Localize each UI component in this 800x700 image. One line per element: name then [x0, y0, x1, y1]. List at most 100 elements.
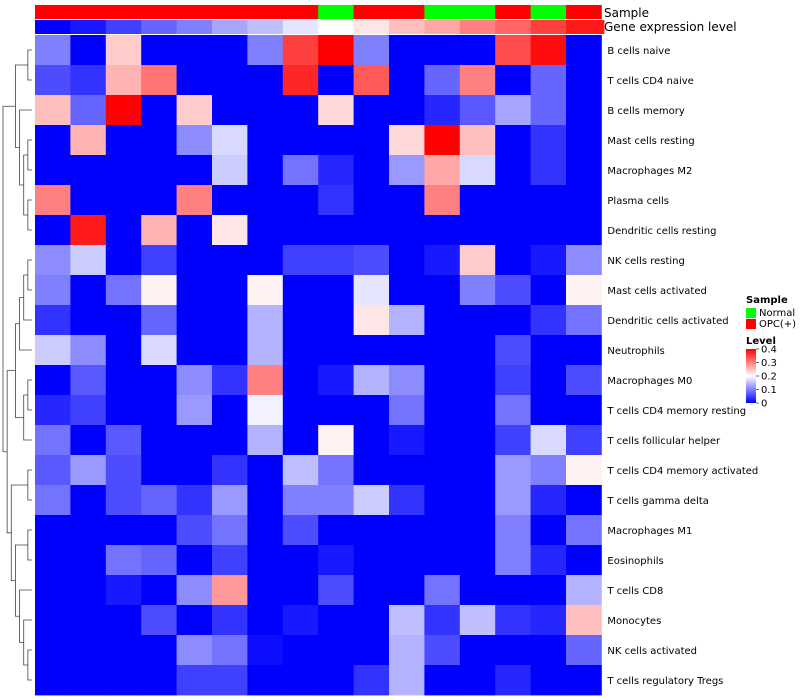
- row-label-t-cells-gamma-delta: T cells gamma delta: [606, 496, 708, 507]
- heatmap-cell: [105, 455, 142, 486]
- dendrogram-branch: [19, 589, 32, 643]
- heatmap-cell: [495, 35, 531, 66]
- heatmap-cell: [389, 665, 425, 696]
- heatmap-cell: [495, 635, 531, 666]
- heatmap-cell: [105, 395, 142, 426]
- legend-label-normal: Normal: [759, 308, 795, 319]
- heatmap-cell: [247, 485, 284, 516]
- legend-swatch-opc: [746, 319, 756, 329]
- heatmap-cell: [247, 215, 284, 246]
- heatmap-cell: [176, 275, 213, 306]
- heatmap-cell: [70, 425, 107, 456]
- heatmap-cell: [530, 245, 567, 276]
- level-color-bar: [746, 349, 756, 403]
- heatmap-cell: [212, 215, 248, 246]
- heatmap-cell: [212, 635, 248, 666]
- heatmap-cell: [176, 215, 213, 246]
- heatmap-cell: [530, 275, 567, 306]
- heatmap-cell: [459, 185, 496, 216]
- heatmap-cell: [70, 185, 107, 216]
- dendrogram-branch: [27, 49, 32, 81]
- heatmap-cell: [176, 305, 213, 336]
- heatmap-cell: [566, 155, 602, 186]
- heatmap-cell: [389, 95, 425, 126]
- sample-annotation-cell: [247, 5, 284, 19]
- heatmap-cell: [530, 35, 567, 66]
- heatmap-cell: [105, 125, 142, 156]
- heatmap-cell: [424, 275, 461, 306]
- row-label-nk-cells-activated: NK cells activated: [607, 646, 697, 657]
- heatmap-cell: [70, 515, 107, 546]
- heatmap-cell: [282, 215, 319, 246]
- heatmap-cell: [35, 485, 71, 516]
- heatmap-cell: [424, 215, 461, 246]
- heatmap-cell: [495, 155, 531, 186]
- heatmap-cell: [566, 425, 602, 456]
- gene-expression-annotation-cell: [353, 20, 390, 34]
- heatmap-cell: [530, 665, 567, 696]
- heatmap-cell: [35, 575, 71, 606]
- heatmap-cell: [282, 185, 319, 216]
- heatmap-cell: [566, 245, 602, 276]
- heatmap-cell: [35, 545, 71, 576]
- heatmap-cell: [353, 455, 390, 486]
- dendrogram-branch: [23, 619, 32, 666]
- heatmap-cell: [318, 185, 354, 216]
- row-label-dendritic-cells-activated: Dendritic cells activated: [607, 316, 728, 327]
- legend-label-opc: OPC(+): [759, 319, 796, 330]
- heatmap-cell: [70, 125, 107, 156]
- sample-annotation-cell: [495, 5, 531, 19]
- heatmap-cell: [353, 365, 390, 396]
- dendrogram-branch: [27, 199, 32, 231]
- heatmap-cell: [459, 485, 496, 516]
- heatmap-cell: [389, 155, 425, 186]
- heatmap-cell: [141, 485, 177, 516]
- heatmap-cell: [212, 305, 248, 336]
- heatmap-cell: [35, 395, 71, 426]
- heatmap-cell: [530, 515, 567, 546]
- heatmap-cell: [459, 395, 496, 426]
- heatmap-cell: [459, 515, 496, 546]
- sample-annotation-cell: [459, 5, 496, 19]
- heatmap-cell: [495, 575, 531, 606]
- sample-annotation-cell: [424, 5, 461, 19]
- heatmap-cell: [459, 245, 496, 276]
- heatmap-cell: [318, 155, 354, 186]
- heatmap-cell: [176, 455, 213, 486]
- dendrogram-branch: [27, 139, 32, 171]
- heatmap-cell: [459, 365, 496, 396]
- heatmap-cell: [318, 215, 354, 246]
- heatmap-cell: [35, 155, 71, 186]
- heatmap-cell: [389, 335, 425, 366]
- heatmap-cell: [459, 455, 496, 486]
- heatmap-cell: [282, 365, 319, 396]
- row-labels: B cells naive T cells CD4 naive B cells me…: [606, 46, 758, 687]
- heatmap-cell: [70, 155, 107, 186]
- dendrogram-branch: [6, 370, 16, 534]
- heatmap-cell: [282, 65, 319, 96]
- heatmap-cell: [566, 275, 602, 306]
- heatmap-cell: [70, 245, 107, 276]
- row-label-dendritic-cells-resting: Dendritic cells resting: [607, 226, 716, 237]
- heatmap-cell: [459, 605, 496, 636]
- heatmap-cell: [424, 185, 461, 216]
- heatmap-cell: [424, 575, 461, 606]
- heatmap-cell: [566, 665, 602, 696]
- heatmap-cell: [212, 275, 248, 306]
- dendrogram-branch: [15, 323, 24, 418]
- heatmap-cell: [424, 155, 461, 186]
- heatmap-cell: [70, 605, 107, 636]
- heatmap-cell: [282, 635, 319, 666]
- dendrogram-branch: [23, 154, 28, 216]
- heatmap-cell: [35, 365, 71, 396]
- heatmap-cell: [247, 515, 284, 546]
- heatmap-cell: [566, 485, 602, 516]
- heatmap-cell: [282, 155, 319, 186]
- heatmap-cell: [141, 455, 177, 486]
- heatmap-cell: [530, 395, 567, 426]
- heatmap-cell: [105, 305, 142, 336]
- heatmap-cell: [318, 335, 354, 366]
- heatmap-cell: [389, 185, 425, 216]
- sample-annotation-cell: [105, 5, 142, 19]
- heatmap-cell: [389, 425, 425, 456]
